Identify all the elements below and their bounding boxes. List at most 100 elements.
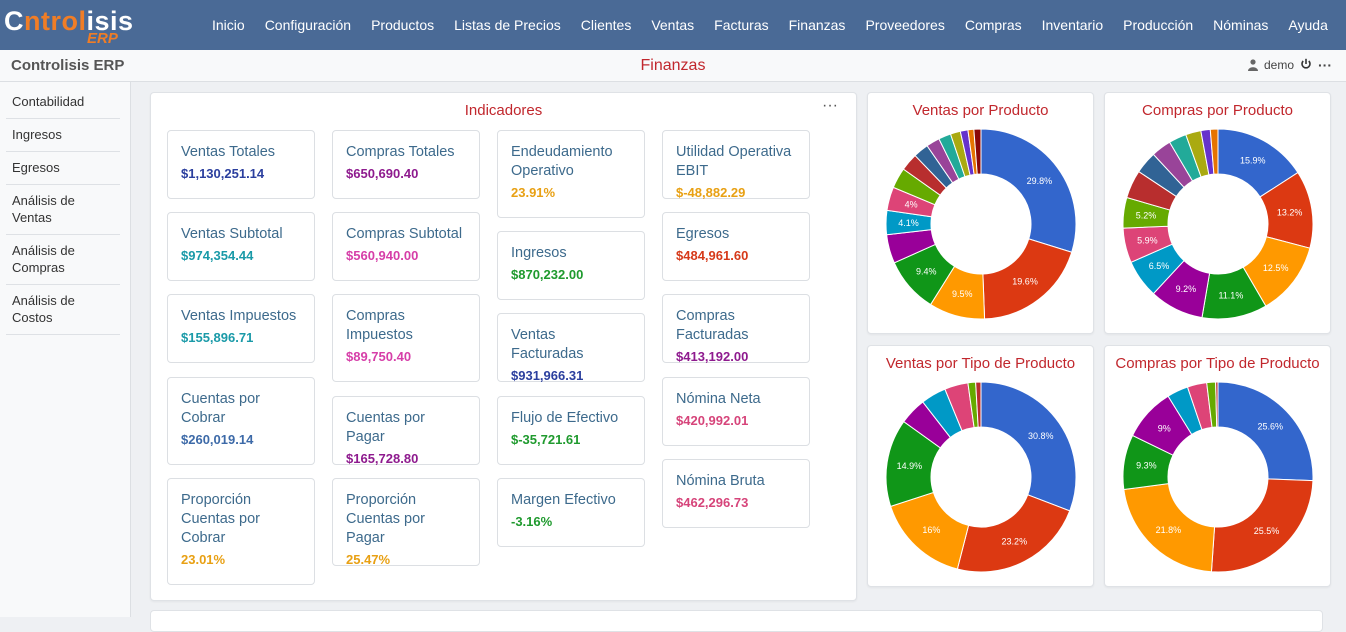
slice-label: 13.2% xyxy=(1277,208,1303,218)
slice-label: 9.3% xyxy=(1136,460,1157,470)
pie-slice[interactable] xyxy=(1217,381,1314,482)
sidebar-item-0[interactable]: Contabilidad xyxy=(6,86,120,119)
sidebar-item-2[interactable]: Egresos xyxy=(6,152,120,185)
user-area: demo ··· xyxy=(1247,57,1332,73)
slice-label: 16% xyxy=(922,525,940,535)
indicator-label: Utilidad Operativa EBIT xyxy=(676,144,792,179)
indicator-card[interactable]: Ventas Totales $1,130,251.14 xyxy=(167,130,315,199)
sidebar-item-5[interactable]: Análisis de Costos xyxy=(6,285,120,335)
chart-panel-compras-tipo: Compras por Tipo de Producto 25.6% 25.5% 2… xyxy=(1104,345,1331,587)
indicator-card[interactable]: Compras Subtotal $560,940.00 xyxy=(332,212,480,281)
indicator-card[interactable]: Ventas Impuestos $155,896.71 xyxy=(167,294,315,363)
slice-label: 25.5% xyxy=(1254,526,1280,536)
indicator-card[interactable]: Ventas Facturadas $931,966.31 xyxy=(497,313,645,383)
indicator-value: $974,354.44 xyxy=(181,248,254,263)
power-icon[interactable] xyxy=(1300,58,1312,73)
indicator-label: Ventas Totales xyxy=(181,144,276,160)
pie-slice[interactable] xyxy=(1215,381,1219,428)
menu-item-12[interactable]: Nóminas xyxy=(1213,17,1269,33)
chart-panel-compras-producto: Compras por Producto 15.9% 13.2% 12.5% 11.1… xyxy=(1104,92,1331,334)
indicator-value: $413,192.00 xyxy=(676,349,749,364)
pie-slice[interactable] xyxy=(980,381,1077,512)
more-options-icon[interactable]: ··· xyxy=(1318,57,1332,73)
indicator-card[interactable]: Utilidad Operativa EBIT $-48,882.29 xyxy=(662,130,810,200)
menu-item-10[interactable]: Inventario xyxy=(1041,17,1104,33)
indicator-value: $155,896.71 xyxy=(181,330,254,345)
indicator-card[interactable]: Compras Impuestos $89,750.40 xyxy=(332,294,480,382)
donut-chart-ventas-tipo[interactable]: 30.8% 23.2% 16% 14.9% xyxy=(868,346,1093,586)
indicator-label: Cuentas por Cobrar xyxy=(181,391,260,426)
username[interactable]: demo xyxy=(1263,58,1294,72)
pie-slice[interactable] xyxy=(1123,483,1216,573)
slice-label: 21.8% xyxy=(1156,525,1182,535)
logo-erp: ERP xyxy=(87,30,118,47)
controlisis-logo[interactable]: Cntrolisis ERP xyxy=(4,5,134,47)
indicator-card[interactable]: Compras Totales $650,690.40 xyxy=(332,130,480,199)
menu-item-0[interactable]: Inicio xyxy=(212,17,245,33)
indicator-value: $560,940.00 xyxy=(346,248,419,263)
menu-item-2[interactable]: Productos xyxy=(371,17,435,33)
sidebar-item-4[interactable]: Análisis de Compras xyxy=(6,235,120,285)
chart-title: Ventas por Producto xyxy=(912,102,1049,119)
donut-chart-compras-producto[interactable]: 15.9% 13.2% 12.5% 11.1% 9.2% 6.5% 5.9% 5.2% xyxy=(1105,93,1330,333)
pie-slice[interactable] xyxy=(980,128,1077,253)
indicator-card[interactable]: Proporción Cuentas por Cobrar 23.01% xyxy=(167,478,315,585)
bottom-panel xyxy=(150,610,1323,632)
indicator-card[interactable]: Proporción Cuentas por Pagar 25.47% xyxy=(332,478,480,567)
indicator-card[interactable]: Ingresos $870,232.00 xyxy=(497,231,645,300)
menu-item-1[interactable]: Configuración xyxy=(264,17,352,33)
indicator-card[interactable]: Nómina Bruta $462,296.73 xyxy=(662,459,810,528)
indicator-label: Margen Efectivo xyxy=(511,492,616,508)
indicator-card[interactable]: Ventas Subtotal $974,354.44 xyxy=(167,212,315,281)
pie-slice[interactable] xyxy=(975,381,982,428)
indicator-card[interactable]: Egresos $484,961.60 xyxy=(662,212,810,281)
page-title: Finanzas xyxy=(640,57,706,74)
indicator-label: Proporción Cuentas por Pagar xyxy=(346,492,425,546)
indicator-value: 23.01% xyxy=(181,552,226,567)
brand-label: Controlisis ERP xyxy=(11,57,125,74)
chart-panel-ventas-tipo: Ventas por Tipo de Producto 30.8% 23.2% 16… xyxy=(867,345,1094,587)
indicator-value: $1,130,251.14 xyxy=(181,166,265,181)
indicator-label: Flujo de Efectivo xyxy=(511,410,619,426)
sidebar: Contabilidad Ingresos Egresos Análisis de V… xyxy=(0,82,131,617)
indicator-value: $931,966.31 xyxy=(511,368,584,383)
indicator-card[interactable]: Endeudamiento Operativo 23.91% xyxy=(497,130,645,218)
indicator-value: $-35,721.61 xyxy=(511,432,581,447)
indicators-menu-icon[interactable]: ··· xyxy=(822,97,838,114)
slice-label: 15.9% xyxy=(1240,155,1266,165)
indicator-label: Nómina Neta xyxy=(676,391,761,407)
slice-label: 25.6% xyxy=(1257,422,1283,432)
indicator-label: Ventas Facturadas xyxy=(511,327,584,362)
slice-label: 6.5% xyxy=(1149,261,1170,271)
menu-item-8[interactable]: Proveedores xyxy=(865,17,945,33)
indicator-label: Proporción Cuentas por Cobrar xyxy=(181,492,260,546)
indicator-card[interactable]: Nómina Neta $420,992.01 xyxy=(662,377,810,446)
donut-chart-compras-tipo[interactable]: 25.6% 25.5% 21.8% 9.3% 9% xyxy=(1105,346,1330,586)
menu-item-4[interactable]: Clientes xyxy=(580,17,632,33)
menu-item-9[interactable]: Compras xyxy=(964,17,1022,33)
menu-item-3[interactable]: Listas de Precios xyxy=(454,17,561,33)
donut-chart-ventas-producto[interactable]: 29.8% 19.6% 9.5% 9.4% 4.1% 4% xyxy=(868,93,1093,333)
indicator-label: Ventas Impuestos xyxy=(181,308,297,324)
slice-label: 9% xyxy=(1158,423,1171,433)
menu-item-13[interactable]: Ayuda xyxy=(1288,17,1328,33)
logo-text: Cntrolisis xyxy=(4,6,134,36)
indicator-card[interactable]: Cuentas por Cobrar $260,019.14 xyxy=(167,377,315,465)
menu-item-6[interactable]: Facturas xyxy=(714,17,769,33)
sidebar-item-3[interactable]: Análisis de Ventas xyxy=(6,185,120,235)
pie-slice[interactable] xyxy=(973,128,982,175)
menu-item-5[interactable]: Ventas xyxy=(651,17,695,33)
menu-item-7[interactable]: Finanzas xyxy=(788,17,846,33)
indicator-card[interactable]: Compras Facturadas $413,192.00 xyxy=(662,294,810,364)
indicator-label: Endeudamiento Operativo xyxy=(511,144,613,179)
indicator-card[interactable]: Margen Efectivo -3.16% xyxy=(497,478,645,547)
pie-slice[interactable] xyxy=(1209,128,1219,175)
slice-label: 9.2% xyxy=(1176,284,1197,294)
pie-slice[interactable] xyxy=(956,494,1071,573)
sidebar-item-1[interactable]: Ingresos xyxy=(6,119,120,152)
indicator-card[interactable]: Cuentas por Pagar $165,728.80 xyxy=(332,396,480,466)
indicator-card[interactable]: Flujo de Efectivo $-35,721.61 xyxy=(497,396,645,465)
slice-label: 23.2% xyxy=(1002,536,1028,546)
pie-slice[interactable] xyxy=(1210,478,1314,573)
menu-item-11[interactable]: Producción xyxy=(1123,17,1194,33)
